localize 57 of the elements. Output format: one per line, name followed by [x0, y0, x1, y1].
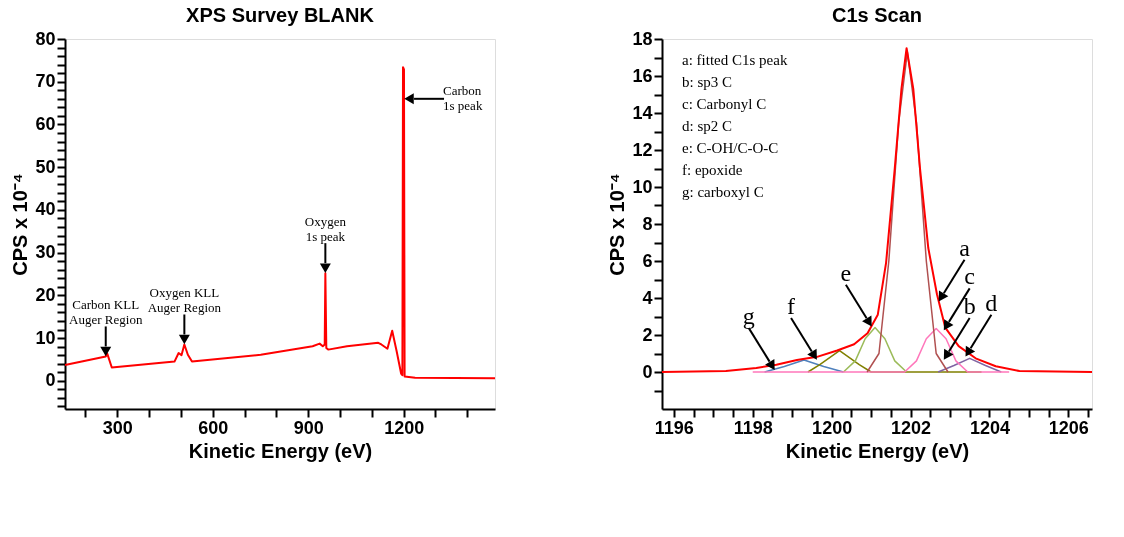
y-tick-label: 70: [35, 71, 56, 92]
y-tick-label: 2: [642, 324, 653, 345]
chart-title: C1s Scan: [831, 4, 923, 26]
y-tick-label: 4: [642, 287, 653, 308]
annotation: Carbon 1s peak: [443, 83, 483, 114]
x-tick-label: 1206: [1048, 417, 1089, 438]
y-tick-label: 20: [35, 284, 56, 305]
annotation: Carbon KLL Auger Region: [69, 297, 143, 328]
line-series: [751, 327, 1010, 373]
annotation: e: C-OH/C-O-C: [682, 140, 779, 156]
x-tick-label: 1200: [384, 417, 425, 438]
annotation: g: [742, 303, 755, 330]
y-tick-label: 10: [35, 327, 56, 348]
y-tick-label: 0: [642, 361, 653, 382]
line-series: [842, 326, 908, 373]
annotation: a: [959, 234, 971, 261]
x-tick-label: 1198: [733, 417, 773, 438]
line-series: [64, 66, 496, 380]
y-tick-label: 30: [35, 242, 56, 263]
x-tick-label: 900: [293, 417, 324, 438]
annotation: a: fitted C1s peak: [682, 52, 788, 68]
y-tick-label: 14: [632, 102, 653, 123]
y-tick-label: 12: [632, 139, 653, 160]
annotation: b: [963, 292, 976, 319]
x-tick-label: 1196: [654, 417, 694, 438]
y-axis-title: CPS x 10⁻⁴: [606, 173, 629, 276]
chart-title: XPS Survey BLANK: [186, 4, 375, 26]
y-tick-label: 60: [35, 113, 56, 134]
y-axis-title: CPS x 10⁻⁴: [9, 173, 32, 276]
annotation: Oxygen 1s peak: [304, 214, 347, 245]
x-tick-label: 1202: [891, 417, 932, 438]
annotation: b: sp3 C: [682, 74, 733, 90]
y-tick-label: 80: [35, 28, 56, 49]
y-tick-label: 50: [35, 156, 56, 177]
annotation: Oxygen KLL Auger Region: [147, 285, 222, 316]
y-tick-label: 8: [642, 213, 653, 234]
annotation: d: [985, 289, 998, 316]
annotation: e: [840, 259, 852, 286]
annotation: d: sp2 C: [682, 118, 733, 134]
x-tick-label: 1200: [812, 417, 853, 438]
annotation: c: [964, 263, 975, 290]
line-series: [661, 47, 1093, 373]
y-tick-label: 18: [632, 28, 653, 49]
x-tick-label: 1204: [969, 417, 1010, 438]
annotation: c: Carbonyl C: [682, 96, 767, 112]
x-axis-title: Kinetic Energy (eV): [785, 439, 970, 462]
x-axis-title: Kinetic Energy (eV): [188, 439, 373, 462]
y-tick-label: 16: [632, 65, 653, 86]
y-tick-label: 10: [632, 176, 653, 197]
annotation: f: epoxide: [682, 162, 743, 178]
x-tick-label: 600: [198, 417, 229, 438]
y-tick-label: 0: [45, 370, 56, 391]
y-tick-label: 6: [642, 250, 653, 271]
y-tick-label: 40: [35, 199, 56, 220]
annotation: g: carboxyl C: [682, 184, 764, 200]
annotation: f: [787, 292, 796, 319]
x-tick-label: 300: [102, 417, 133, 438]
